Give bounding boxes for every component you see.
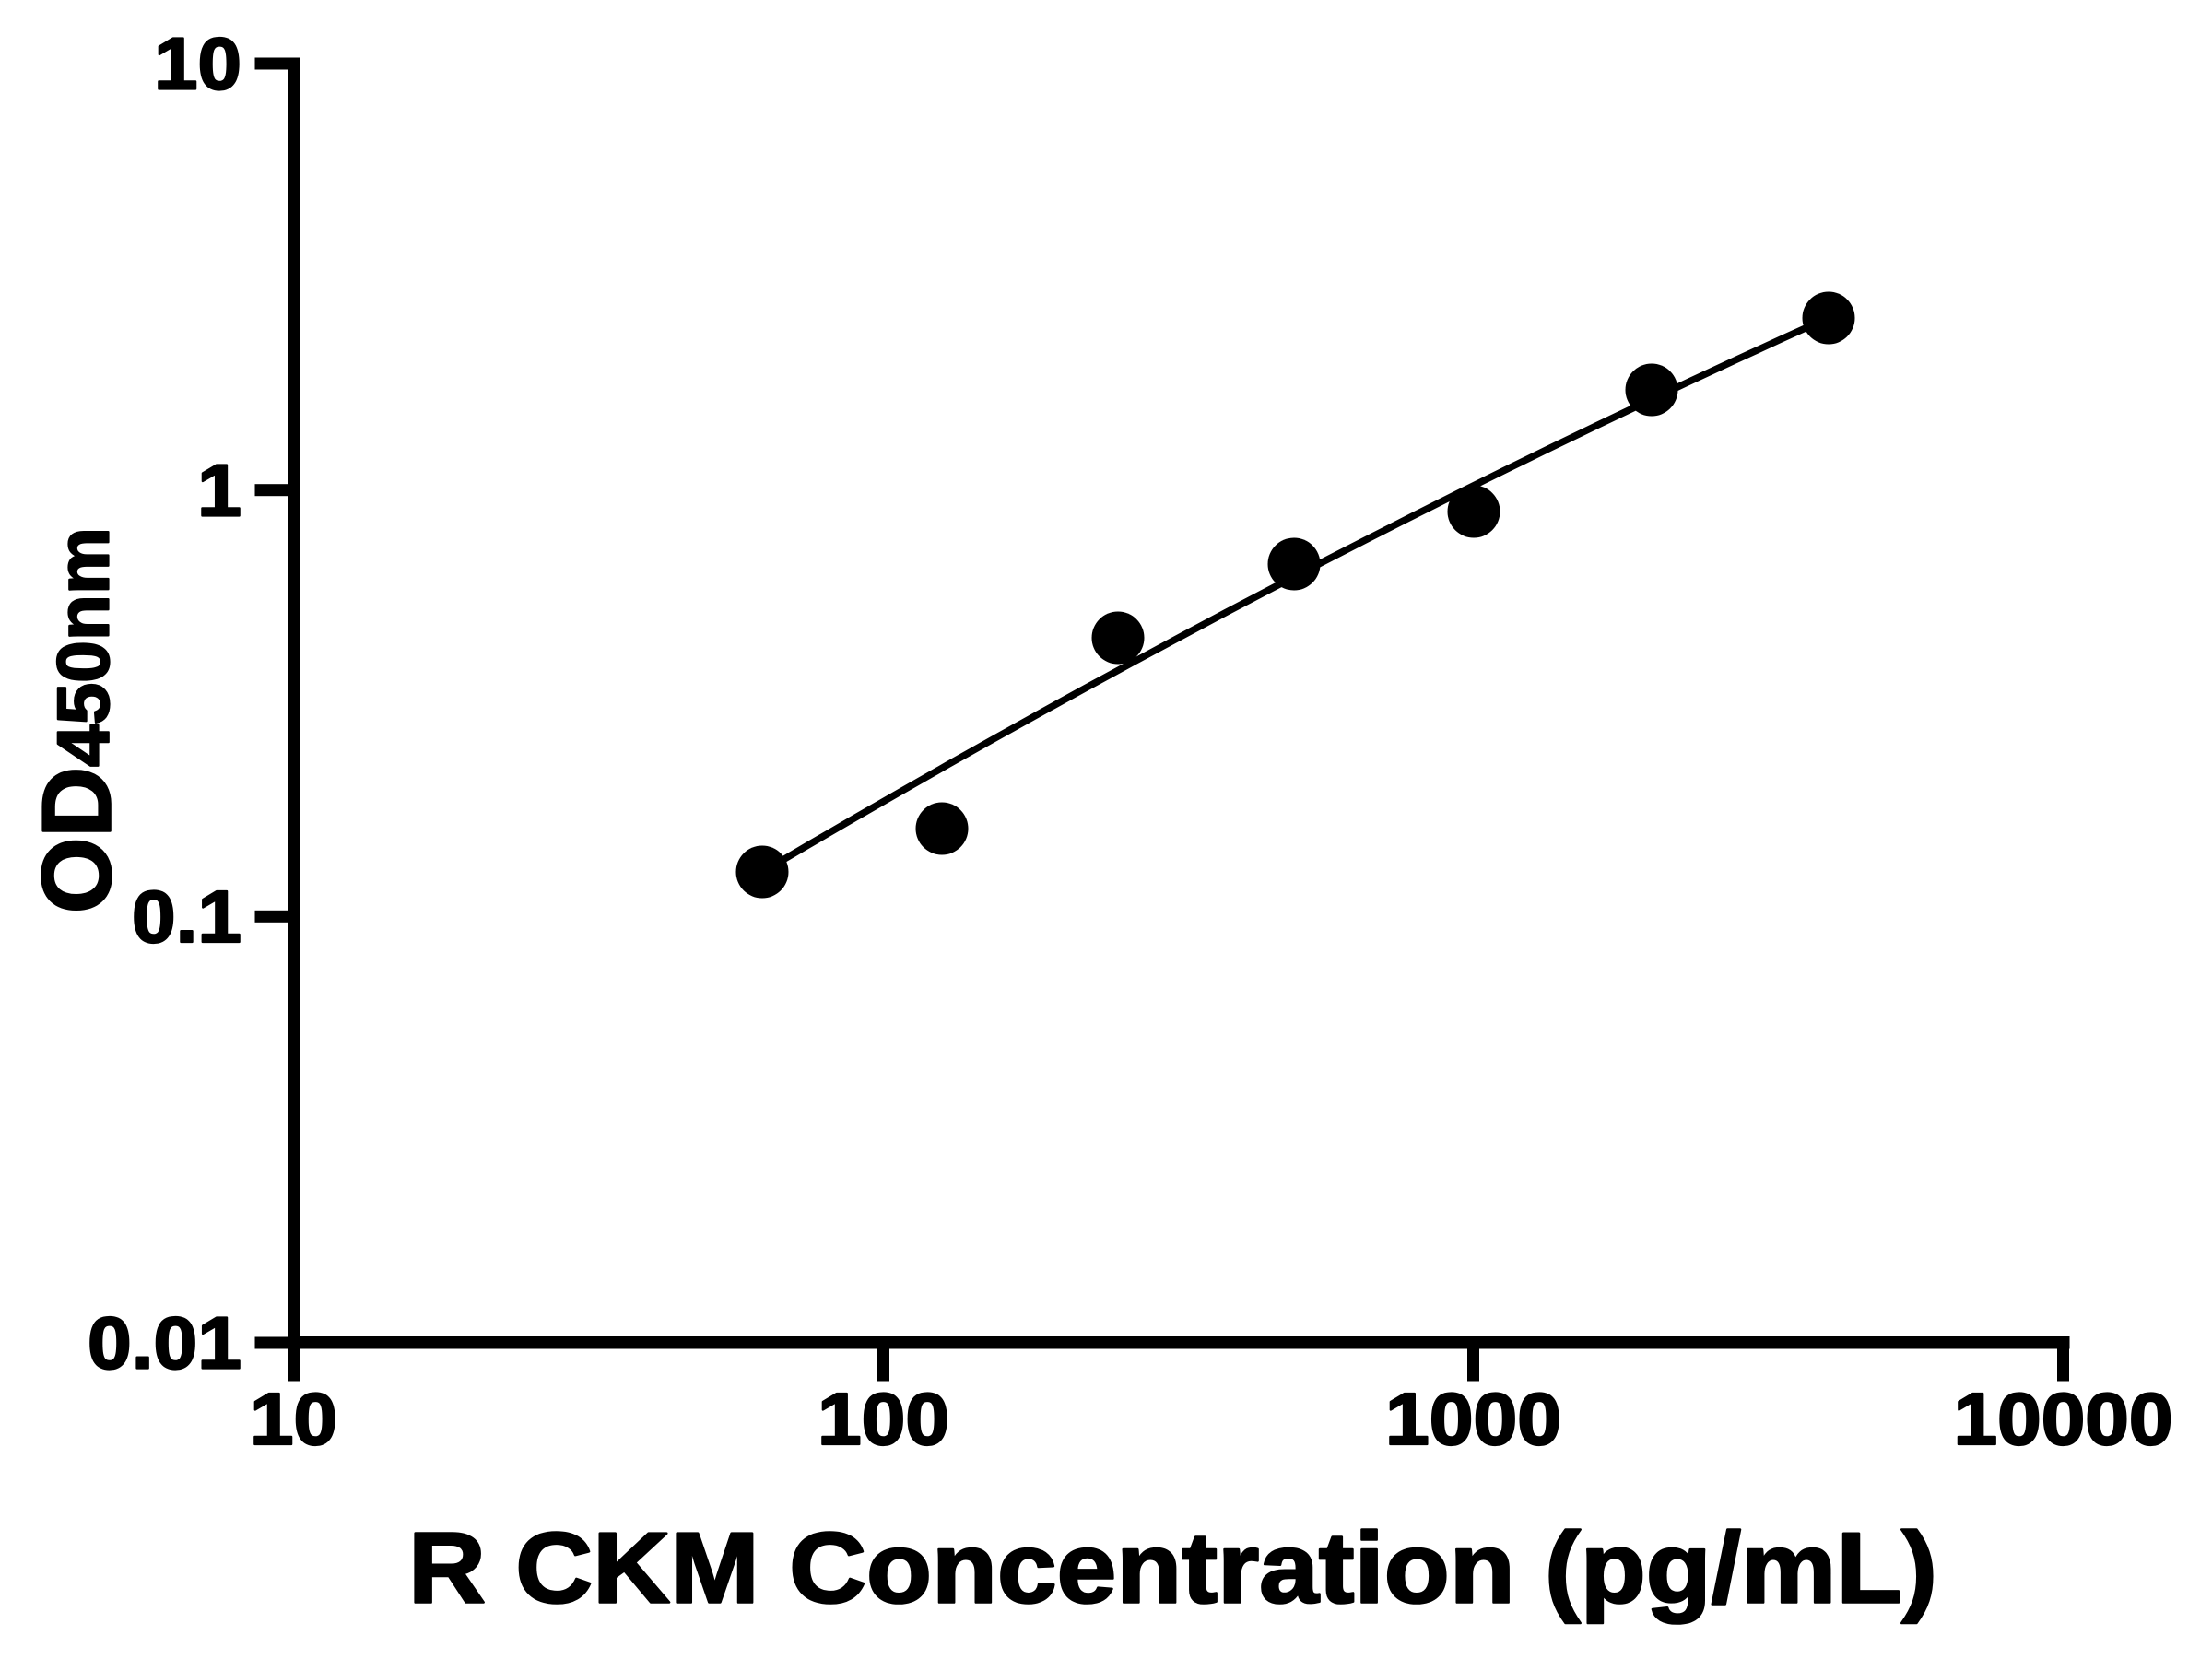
svg-text:0.1: 0.1 [132, 876, 241, 958]
svg-text:1: 1 [197, 450, 241, 532]
svg-text:100: 100 [818, 1378, 949, 1460]
svg-text:10: 10 [154, 23, 241, 105]
svg-text:450nm: 450nm [42, 527, 124, 767]
svg-text:0.01: 0.01 [88, 1302, 241, 1384]
svg-text:1000: 1000 [1385, 1378, 1561, 1460]
svg-text:10000: 10000 [1954, 1378, 2173, 1460]
svg-text:OD: OD [23, 767, 132, 913]
svg-text:10: 10 [250, 1378, 337, 1460]
svg-text:R CKM Concentration (pg/mL): R CKM Concentration (pg/mL) [408, 1512, 1937, 1625]
